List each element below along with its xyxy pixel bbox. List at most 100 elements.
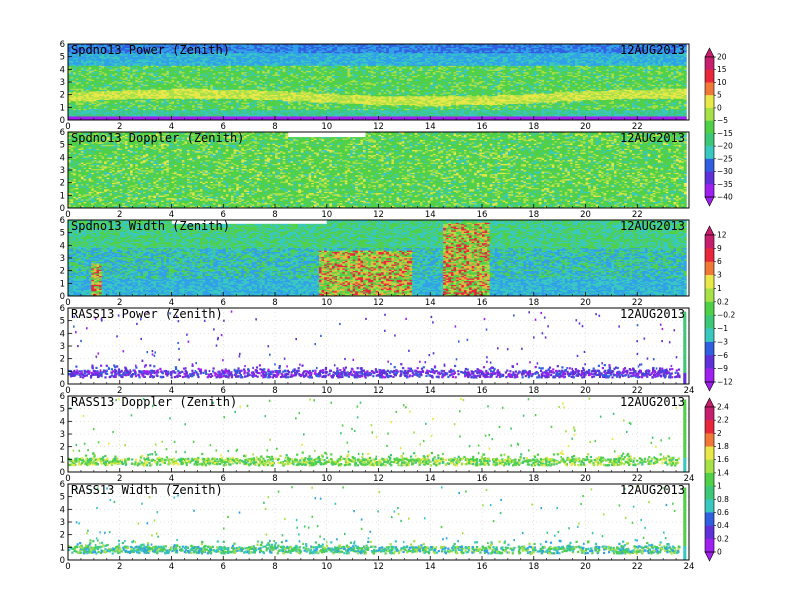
colorbar-swatch bbox=[705, 120, 714, 134]
x-tick-label: 16 bbox=[477, 210, 488, 220]
y-tick-label: 6 bbox=[60, 216, 65, 226]
x-tick-label: 0 bbox=[65, 298, 70, 308]
colorbar-tick-label: 20 bbox=[717, 53, 727, 62]
colorbar-swatch bbox=[705, 486, 714, 500]
colorbar-tick-label: 0.6 bbox=[717, 508, 729, 517]
y-tick-label: 3 bbox=[60, 254, 65, 264]
colorbar-swatch bbox=[705, 499, 714, 513]
colorbar-tick-label: −1 bbox=[717, 324, 728, 333]
y-tick-label: 2 bbox=[60, 91, 65, 101]
x-tick-label: 10 bbox=[321, 386, 332, 396]
x-tick-label: 18 bbox=[528, 474, 539, 484]
colorbar-tick-label: 0.2 bbox=[717, 534, 729, 543]
x-tick-label: 0 bbox=[65, 122, 70, 132]
x-tick-label: 20 bbox=[580, 298, 591, 308]
x-tick-label: 8 bbox=[272, 122, 277, 132]
colorbar-swatch bbox=[705, 368, 714, 383]
x-tick-label: 0 bbox=[65, 386, 70, 396]
y-tick-label: 6 bbox=[60, 128, 65, 138]
panel-date: 12AUG2013 bbox=[620, 307, 685, 321]
colorbar-tick-label: 2 bbox=[717, 429, 722, 438]
colorbar-tick-label: 0.4 bbox=[717, 521, 729, 530]
x-tick-label: 20 bbox=[580, 122, 591, 132]
x-tick-label: 6 bbox=[221, 386, 226, 396]
x-tick-label: 14 bbox=[425, 298, 436, 308]
colorbar-top-arrow bbox=[704, 397, 715, 408]
y-tick-label: 4 bbox=[60, 241, 65, 251]
colorbar-tick-label: −15 bbox=[717, 129, 733, 138]
colorbar-tick-label: −12 bbox=[717, 378, 733, 387]
x-tick-label: 12 bbox=[373, 298, 384, 308]
y-tick-label: 0 bbox=[60, 468, 65, 478]
panel-date: 12AUG2013 bbox=[620, 43, 685, 57]
colorbar-tick-label: 1.6 bbox=[717, 455, 729, 464]
x-tick-label: 18 bbox=[528, 122, 539, 132]
x-tick-label: 4 bbox=[169, 122, 174, 132]
x-tick-label: 20 bbox=[580, 210, 591, 220]
colorbar-swatch bbox=[705, 433, 714, 447]
x-tick-label: 6 bbox=[221, 122, 226, 132]
colorbar-tick-label: −20 bbox=[717, 142, 733, 151]
colorbar-2: 12 9 6 3 1 0.2 −0.2 −1 −3 −6 −9 −12 bbox=[704, 225, 735, 392]
x-tick-label: 22 bbox=[632, 474, 643, 484]
colorbar-tick-label: −25 bbox=[717, 154, 733, 163]
x-tick-label: 6 bbox=[221, 562, 226, 572]
colorbar-bottom-arrow bbox=[704, 381, 715, 392]
colorbar-swatch bbox=[705, 525, 714, 540]
colorbar-swatch bbox=[705, 107, 714, 121]
x-tick-label: 6 bbox=[221, 210, 226, 220]
x-tick-label: 20 bbox=[580, 386, 591, 396]
colorbar-tick-label: 1.8 bbox=[717, 442, 729, 451]
colorbar-swatch bbox=[705, 315, 714, 329]
colorbar-tick-label: −9 bbox=[717, 364, 728, 373]
colorbar-tick-label: 3 bbox=[717, 271, 722, 280]
colorbar-swatch bbox=[705, 459, 714, 474]
x-tick-label: 2 bbox=[117, 474, 122, 484]
colorbar-tick-label: −5 bbox=[717, 116, 728, 125]
y-tick-label: 3 bbox=[60, 166, 65, 176]
colorbar-tick-label: −30 bbox=[717, 167, 733, 176]
y-tick-label: 1 bbox=[60, 455, 65, 465]
colorbar-tick-label: −40 bbox=[717, 193, 733, 202]
x-tick-label: 16 bbox=[477, 122, 488, 132]
x-tick-label: 14 bbox=[425, 386, 436, 396]
y-tick-label: 1 bbox=[60, 103, 65, 113]
y-tick-label: 2 bbox=[60, 355, 65, 365]
panel-title: RASS13 Power (Zenith) bbox=[71, 307, 223, 321]
y-tick-label: 1 bbox=[60, 191, 65, 201]
x-tick-label: 10 bbox=[321, 474, 332, 484]
colorbar-tick-label: 9 bbox=[717, 244, 722, 253]
y-tick-label: 6 bbox=[60, 304, 65, 314]
colorbar-3: 2.4 2.2 2 1.8 1.6 1.4 1 0.8 0.6 0.4 0.2 0 bbox=[704, 397, 729, 562]
x-tick-label: 16 bbox=[477, 562, 488, 572]
x-tick-label: 0 bbox=[65, 210, 70, 220]
panel-title: Spdno13 Width (Zenith) bbox=[71, 219, 230, 233]
colorbar-tick-label: 2.4 bbox=[717, 403, 729, 412]
y-tick-label: 0 bbox=[60, 292, 65, 302]
colorbar-tick-label: −6 bbox=[717, 351, 728, 360]
colorbar-tick-label: 6 bbox=[717, 257, 722, 266]
x-tick-label: 0 bbox=[65, 474, 70, 484]
y-tick-label: 3 bbox=[60, 342, 65, 352]
x-tick-label: 12 bbox=[373, 562, 384, 572]
y-tick-label: 4 bbox=[60, 505, 65, 515]
x-tick-label: 16 bbox=[477, 474, 488, 484]
panel-title: RASS13 Width (Zenith) bbox=[71, 483, 223, 497]
x-tick-label: 2 bbox=[117, 562, 122, 572]
colorbar-swatch bbox=[705, 235, 714, 249]
x-tick-label: 12 bbox=[373, 122, 384, 132]
x-tick-label: 12 bbox=[373, 474, 384, 484]
colorbar-swatch bbox=[705, 133, 714, 147]
panel-title: RASS13 Doppler (Zenith) bbox=[71, 395, 237, 409]
colorbar-swatch bbox=[705, 328, 714, 343]
y-tick-label: 0 bbox=[60, 556, 65, 566]
x-tick-label: 24 bbox=[684, 474, 695, 484]
colorbar-swatch bbox=[705, 171, 714, 185]
colorbar-swatch bbox=[705, 184, 714, 198]
colorbar-swatch bbox=[705, 538, 714, 553]
y-tick-label: 3 bbox=[60, 78, 65, 88]
colorbar-tick-label: −3 bbox=[717, 337, 728, 346]
